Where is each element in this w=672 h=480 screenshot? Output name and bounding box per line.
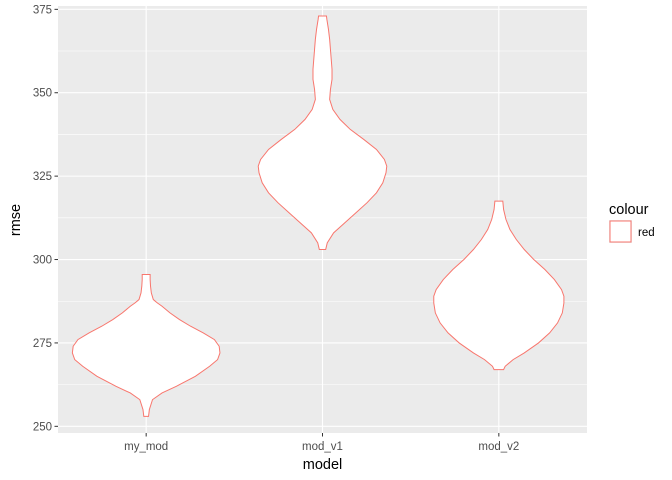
y-axis-title: rmse bbox=[8, 204, 24, 236]
y-tick-label: 375 bbox=[33, 4, 52, 16]
x-tick-label: my_mod bbox=[124, 441, 168, 453]
legend-label-red: red bbox=[638, 227, 655, 239]
violin-mod-v2 bbox=[433, 200, 565, 371]
x-tick-label: mod_v2 bbox=[478, 441, 519, 453]
y-axis: 250 275 300 325 350 375 bbox=[33, 4, 58, 433]
x-tick-label: mod_v1 bbox=[302, 441, 343, 453]
legend: colour red bbox=[609, 202, 655, 243]
x-axis-title: model bbox=[303, 457, 343, 473]
y-tick-label: 275 bbox=[33, 338, 52, 350]
y-tick-label: 300 bbox=[33, 255, 52, 267]
y-tick-label: 250 bbox=[33, 421, 52, 433]
y-tick-label: 350 bbox=[33, 88, 52, 100]
violin-my-mod bbox=[71, 274, 221, 417]
violin-mod-v1 bbox=[257, 15, 388, 251]
y-tick-label: 325 bbox=[33, 171, 52, 183]
legend-title: colour bbox=[609, 202, 649, 218]
x-axis: my_mod mod_v1 mod_v2 bbox=[124, 433, 519, 453]
legend-key-swatch bbox=[609, 220, 632, 243]
violins bbox=[71, 15, 565, 417]
